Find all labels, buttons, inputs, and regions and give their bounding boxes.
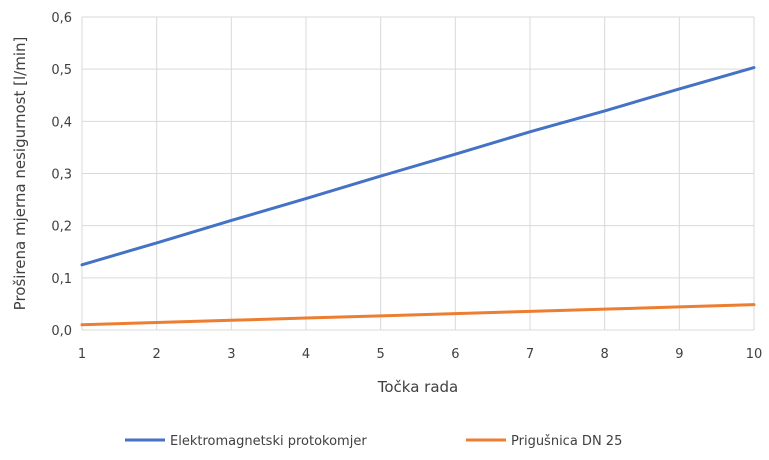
series-lines (80, 66, 756, 327)
y-tick-label: 0,2 (51, 220, 72, 235)
x-axis-title: Točka rada (377, 378, 459, 396)
y-tick-label: 0,6 (51, 11, 72, 26)
x-tick-label: 7 (526, 347, 534, 362)
legend-label-1: Prigušnica DN 25 (511, 434, 622, 449)
x-tick-label: 4 (302, 347, 310, 362)
legend-label-0: Elektromagnetski protokomjer (170, 434, 367, 449)
x-tick-label: 6 (451, 347, 459, 362)
x-tick-label: 1 (78, 347, 86, 362)
y-tick-label: 0,0 (51, 324, 72, 339)
x-tick-label: 3 (227, 347, 235, 362)
legend: Elektromagnetski protokomjer Prigušnica D… (125, 434, 622, 449)
y-tick-label: 0,1 (51, 272, 72, 287)
x-tick-label: 10 (746, 347, 763, 362)
x-tick-label: 9 (675, 347, 683, 362)
x-tick-label: 8 (601, 347, 609, 362)
x-tick-label: 2 (153, 347, 161, 362)
gridlines (81, 16, 755, 331)
y-axis-tick-labels: 0,0 0,1 0,2 0,3 0,4 0,5 0,6 (51, 11, 72, 339)
x-tick-label: 5 (377, 347, 385, 362)
y-tick-label: 0,5 (51, 63, 72, 78)
series-line-0 (80, 66, 756, 267)
y-tick-label: 0,4 (51, 115, 72, 130)
y-tick-label: 0,3 (51, 168, 72, 183)
x-axis-tick-labels: 1 2 3 4 5 6 7 8 9 10 (78, 347, 762, 362)
series-line-1 (80, 303, 756, 327)
y-axis-title: Proširena mjerna nesigurnost [l/min] (11, 37, 29, 311)
